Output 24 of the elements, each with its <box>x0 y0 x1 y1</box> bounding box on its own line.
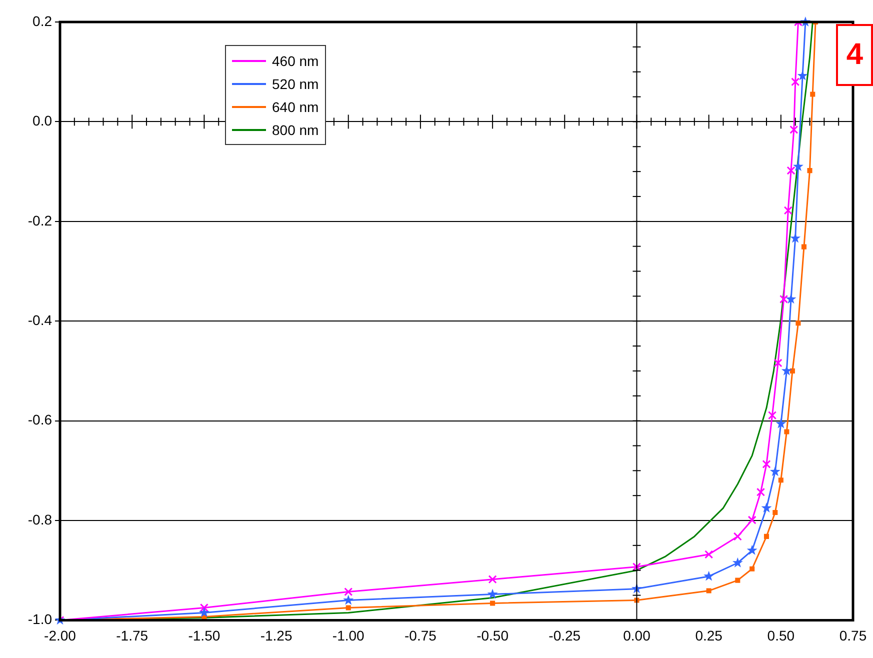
x-tick-label: -0.25 <box>548 627 581 644</box>
y-tick-label: 0.0 <box>32 112 52 129</box>
y-tick-label: -0.2 <box>28 212 52 228</box>
x-tick-label: -1.25 <box>260 627 292 644</box>
y-tick-label: -0.4 <box>28 312 52 328</box>
y-tick-label: -0.8 <box>28 511 52 528</box>
x-tick-label: -0.50 <box>476 627 509 644</box>
x-tick-label: -1.00 <box>332 627 365 644</box>
x-tick-label: 0.25 <box>695 627 723 644</box>
legend-label: 520 nm <box>272 76 319 92</box>
x-tick-label: -0.75 <box>404 627 437 644</box>
x-tick-label: -1.75 <box>116 627 148 644</box>
y-tick-label: -1.0 <box>28 611 52 628</box>
x-tick-label: -1.50 <box>188 627 220 644</box>
legend-label: 800 nm <box>272 122 319 138</box>
x-tick-label: 0.75 <box>839 627 867 644</box>
x-tick-label: 0.50 <box>767 627 795 644</box>
y-tick-label: -0.6 <box>28 412 52 428</box>
x-tick-label: 0.00 <box>623 627 651 644</box>
annotation: 4 <box>836 24 873 86</box>
legend-label: 460 nm <box>272 52 319 68</box>
legend-label: 640 nm <box>272 98 319 114</box>
x-tick-label: -2.00 <box>44 627 76 644</box>
y-tick-label: 0.2 <box>32 12 52 29</box>
